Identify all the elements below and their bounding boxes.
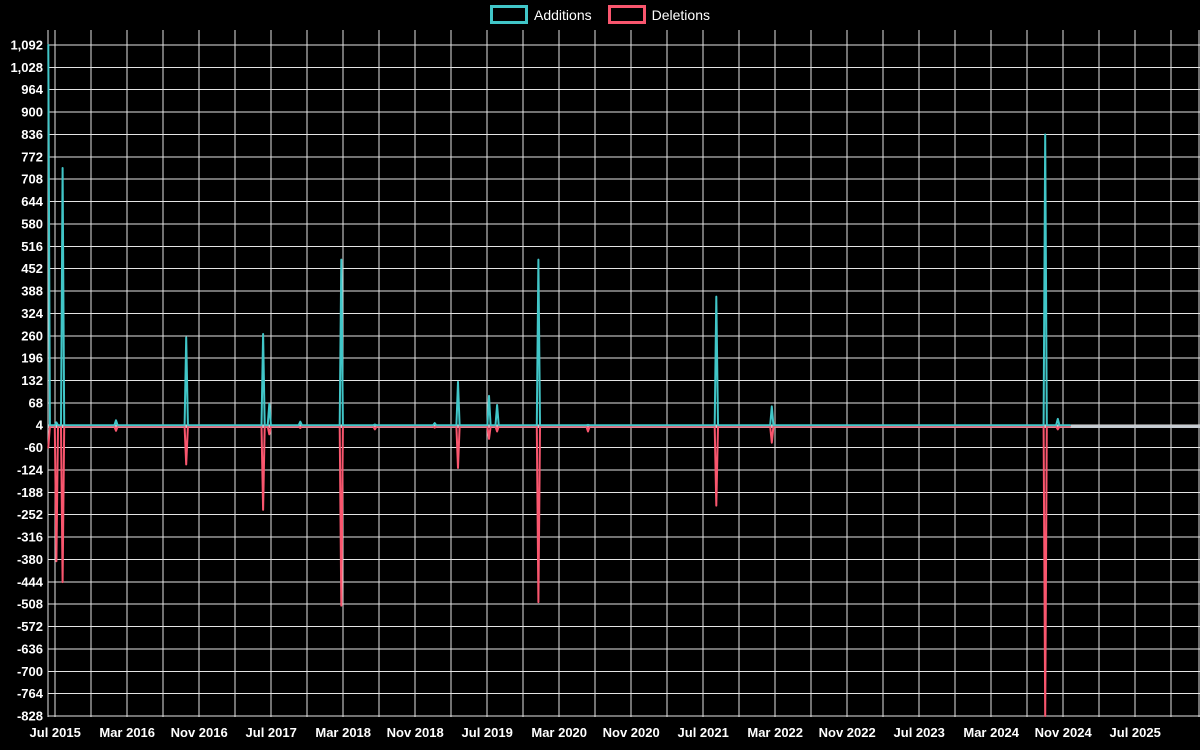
svg-text:516: 516 [21,239,43,254]
svg-text:708: 708 [21,172,43,187]
deletions-legend-label: Deletions [651,6,710,23]
svg-text:-380: -380 [17,552,43,567]
svg-text:-252: -252 [17,507,43,522]
svg-text:-764: -764 [17,686,44,701]
svg-text:1,028: 1,028 [10,60,43,75]
additions-legend-label: Additions [534,6,592,23]
svg-text:-828: -828 [17,709,43,724]
deletions-legend-swatch-icon [607,5,646,24]
svg-text:1,092: 1,092 [10,38,43,53]
svg-text:Nov 2024: Nov 2024 [1035,725,1093,740]
chart-legend: Additions Deletions [0,5,1200,24]
svg-text:772: 772 [21,149,43,164]
svg-text:Jul 2019: Jul 2019 [462,725,513,740]
svg-text:Jul 2017: Jul 2017 [246,725,297,740]
svg-text:-700: -700 [17,664,43,679]
svg-text:Nov 2022: Nov 2022 [819,725,876,740]
additions-legend-swatch-icon [490,5,529,24]
svg-text:Mar 2020: Mar 2020 [531,725,587,740]
svg-text:644: 644 [21,194,43,209]
svg-text:260: 260 [21,328,43,343]
svg-text:132: 132 [21,373,43,388]
svg-text:Mar 2024: Mar 2024 [963,725,1019,740]
svg-text:Jul 2021: Jul 2021 [678,725,729,740]
svg-text:-124: -124 [17,462,44,477]
svg-text:Mar 2018: Mar 2018 [315,725,371,740]
svg-text:-444: -444 [17,574,44,589]
svg-text:-316: -316 [17,530,43,545]
svg-text:4: 4 [36,418,44,433]
svg-text:Nov 2020: Nov 2020 [603,725,660,740]
svg-text:Jul 2015: Jul 2015 [30,725,81,740]
svg-text:388: 388 [21,284,43,299]
svg-text:-508: -508 [17,597,43,612]
svg-text:Nov 2018: Nov 2018 [387,725,444,740]
svg-text:452: 452 [21,261,43,276]
svg-text:324: 324 [21,306,43,321]
svg-text:836: 836 [21,127,43,142]
svg-text:-572: -572 [17,619,43,634]
svg-text:964: 964 [21,82,43,97]
svg-text:Nov 2016: Nov 2016 [171,725,228,740]
svg-text:-60: -60 [24,440,43,455]
legend-item-additions[interactable]: Additions [490,5,592,24]
svg-text:-188: -188 [17,485,43,500]
svg-text:900: 900 [21,105,43,120]
svg-text:580: 580 [21,216,43,231]
svg-text:68: 68 [29,395,43,410]
legend-item-deletions[interactable]: Deletions [607,5,710,24]
svg-text:Mar 2022: Mar 2022 [747,725,803,740]
svg-text:Jul 2025: Jul 2025 [1110,725,1161,740]
svg-text:Jul 2023: Jul 2023 [894,725,945,740]
svg-text:Mar 2016: Mar 2016 [99,725,155,740]
svg-text:-636: -636 [17,641,43,656]
svg-text:196: 196 [21,351,43,366]
